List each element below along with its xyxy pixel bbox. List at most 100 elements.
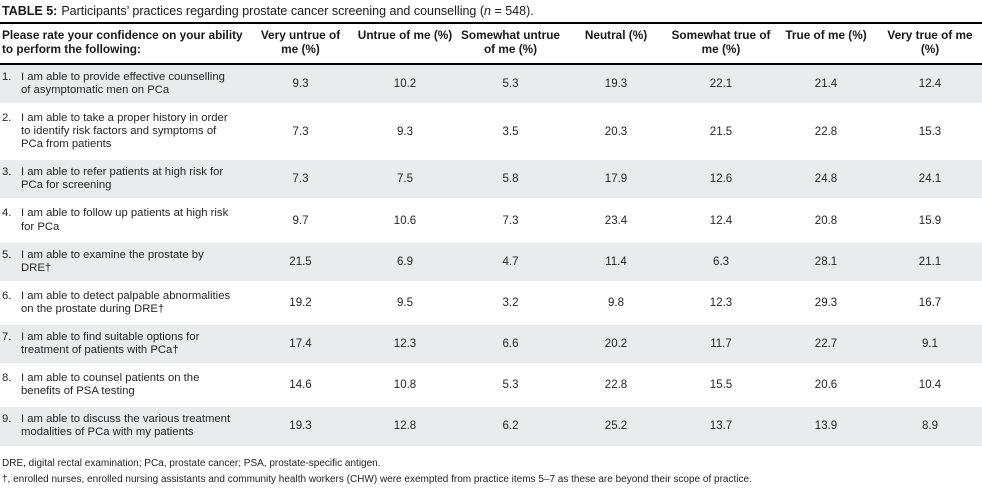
value-cell: 22.7 (774, 323, 878, 367)
table-title-label: TABLE 5: (2, 4, 58, 18)
table-row: 6. I am able to detect palpable abnormali… (0, 282, 982, 326)
value-cell: 21.4 (774, 63, 878, 106)
value-cell: 11.4 (564, 241, 668, 284)
value-cell: 19.2 (248, 282, 353, 326)
value-cell: 9.5 (353, 282, 457, 326)
value-cell: 12.4 (878, 63, 982, 106)
value-cell: 3.5 (457, 104, 564, 161)
value-cell: 10.2 (353, 63, 457, 106)
table-row: 5. I am able to examine the prostate by D… (0, 241, 982, 284)
value-cell: 9.1 (878, 323, 982, 367)
question-cell: 4. I am able to follow up patients at hig… (0, 199, 248, 243)
question-text: I am able to refer patients at high risk… (21, 166, 224, 192)
table-title-text: Participants’ practices regarding prosta… (61, 4, 485, 18)
value-cell: 4.7 (457, 241, 564, 284)
value-cell: 8.9 (878, 405, 982, 449)
column-header-neutral: Neutral (%) (564, 24, 668, 65)
value-cell: 9.7 (248, 199, 353, 243)
column-header-very-true: Very true of me (%) (878, 24, 982, 65)
value-cell: 21.5 (668, 104, 774, 161)
value-cell: 9.3 (248, 63, 353, 106)
column-header-somewhat-untrue: Somewhat untrue of me (%) (457, 24, 564, 65)
value-cell: 10.4 (878, 364, 982, 408)
row-number: 4. (2, 207, 12, 220)
row-number: 7. (2, 331, 12, 343)
question-text: I am able to take a proper history in or… (21, 111, 228, 151)
question-cell: 3. I am able to refer patients at high ri… (0, 158, 248, 202)
value-cell: 20.3 (564, 104, 668, 161)
value-cell: 6.3 (668, 241, 774, 284)
value-cell: 19.3 (564, 63, 668, 106)
value-cell: 25.2 (564, 405, 668, 449)
question-text: I am able to detect palpable abnormaliti… (21, 289, 231, 315)
table-row: 4. I am able to follow up patients at hig… (0, 199, 982, 243)
question-cell: 1. I am able to provide effective counsel… (0, 63, 248, 106)
row-number: 3. (2, 166, 12, 179)
value-cell: 21.1 (878, 241, 982, 284)
question-cell: 2. I am able to take a proper history in … (0, 104, 248, 161)
value-cell: 5.3 (457, 364, 564, 408)
value-cell: 15.9 (878, 199, 982, 243)
value-cell: 6.2 (457, 405, 564, 449)
question-cell: 7. I am able to find suitable options for… (0, 323, 248, 367)
table-title: TABLE 5: Participants’ practices regardin… (0, 0, 982, 24)
footnote-dagger: †, enrolled nurses, enrolled nursing ass… (2, 473, 752, 485)
table-row: 8. I am able to counsel patients on the b… (0, 364, 982, 408)
value-cell: 29.3 (774, 282, 878, 326)
value-cell: 7.3 (248, 158, 353, 202)
value-cell: 10.8 (353, 364, 457, 408)
column-header-somewhat-true: Somewhat true of me (%) (668, 24, 774, 65)
question-text: I am able to counsel patients on the ben… (21, 372, 200, 398)
value-cell: 13.9 (774, 405, 878, 449)
value-cell: 11.7 (668, 323, 774, 367)
value-cell: 22.1 (668, 63, 774, 106)
table-row: 2. I am able to take a proper history in … (0, 104, 982, 161)
value-cell: 24.8 (774, 158, 878, 202)
table-row: 1. I am able to provide effective counsel… (0, 63, 982, 106)
value-cell: 12.3 (353, 323, 457, 367)
value-cell: 7.3 (457, 199, 564, 243)
value-cell: 12.6 (668, 158, 774, 202)
table-row: 9. I am able to discuss the various treat… (0, 405, 982, 449)
value-cell: 12.8 (353, 405, 457, 449)
table-row: 3. I am able to refer patients at high ri… (0, 158, 982, 202)
column-header-true: True of me (%) (774, 24, 878, 65)
value-cell: 16.7 (878, 282, 982, 326)
value-cell: 17.9 (564, 158, 668, 202)
column-header-untrue: Untrue of me (%) (353, 24, 457, 65)
question-cell: 9. I am able to discuss the various treat… (0, 405, 248, 449)
question-cell: 5. I am able to examine the prostate by D… (0, 241, 248, 284)
value-cell: 17.4 (248, 323, 353, 367)
table-title-n-italic: n (484, 4, 491, 18)
question-text: I am able to find suitable options for t… (21, 331, 200, 357)
question-cell: 8. I am able to counsel patients on the b… (0, 364, 248, 408)
value-cell: 5.8 (457, 158, 564, 202)
row-number: 6. (2, 289, 12, 302)
row-number: 2. (2, 111, 12, 124)
footnotes: DRE, digital rectal examination; PCa, pr… (0, 449, 982, 488)
value-cell: 15.3 (878, 104, 982, 161)
question-text: I am able to provide effective counselli… (21, 70, 225, 96)
value-cell: 12.4 (668, 199, 774, 243)
value-cell: 22.8 (564, 364, 668, 408)
row-number: 8. (2, 372, 12, 385)
value-cell: 9.8 (564, 282, 668, 326)
value-cell: 20.8 (774, 199, 878, 243)
column-header-questions: Please rate your confidence on your abil… (0, 24, 248, 65)
value-cell: 23.4 (564, 199, 668, 243)
value-cell: 24.1 (878, 158, 982, 202)
value-cell: 5.3 (457, 63, 564, 106)
question-text: I am able to follow up patients at high … (21, 207, 229, 233)
value-cell: 15.5 (668, 364, 774, 408)
question-text: I am able to examine the prostate by DRE… (21, 248, 204, 274)
value-cell: 6.6 (457, 323, 564, 367)
value-cell: 22.8 (774, 104, 878, 161)
column-header-very-untrue: Very untrue of me (%) (248, 24, 353, 65)
value-cell: 14.6 (248, 364, 353, 408)
table-body: 1. I am able to provide effective counsel… (0, 63, 982, 449)
value-cell: 20.2 (564, 323, 668, 367)
table-header-row: Please rate your confidence on your abil… (0, 24, 982, 65)
row-number: 9. (2, 413, 12, 426)
footnote-abbreviations: DRE, digital rectal examination; PCa, pr… (2, 457, 381, 469)
